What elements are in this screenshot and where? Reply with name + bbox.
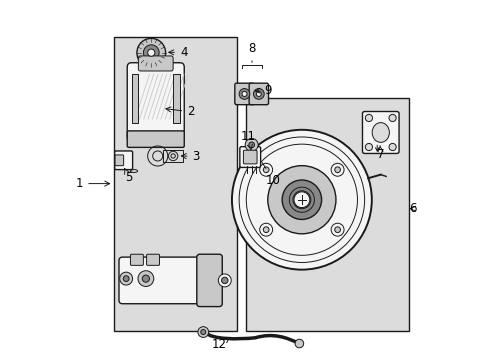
Circle shape [239,89,249,99]
Circle shape [334,227,340,233]
FancyBboxPatch shape [138,56,173,71]
FancyBboxPatch shape [196,254,222,307]
Bar [113,37,237,330]
Text: 10: 10 [262,163,280,186]
Bar [163,149,183,162]
Text: 6: 6 [408,202,416,215]
Text: 11: 11 [240,130,255,150]
Text: 2: 2 [165,105,194,118]
Circle shape [263,167,268,173]
Circle shape [123,276,129,282]
Circle shape [294,339,303,348]
Circle shape [143,45,159,60]
Circle shape [365,143,372,150]
FancyBboxPatch shape [146,254,159,265]
Circle shape [218,274,231,287]
Text: 12: 12 [211,337,229,351]
Circle shape [242,91,246,96]
Circle shape [147,49,155,56]
FancyBboxPatch shape [119,257,208,304]
Circle shape [365,114,372,122]
Circle shape [221,277,227,284]
Text: 1: 1 [76,177,109,190]
FancyBboxPatch shape [130,254,143,265]
Circle shape [267,166,335,234]
Circle shape [138,271,153,287]
Circle shape [330,163,344,176]
Circle shape [248,142,254,148]
Circle shape [388,143,395,150]
Circle shape [334,167,340,173]
FancyBboxPatch shape [249,83,268,105]
Circle shape [282,180,321,220]
Circle shape [256,91,261,96]
Circle shape [293,192,309,208]
Text: 8: 8 [248,42,255,63]
Circle shape [120,272,132,285]
FancyBboxPatch shape [239,147,260,167]
Circle shape [263,227,268,233]
Text: 7: 7 [376,146,384,161]
Ellipse shape [371,123,388,142]
Text: 9: 9 [255,84,271,97]
Circle shape [244,138,258,151]
Circle shape [259,163,272,176]
Bar [131,74,138,123]
FancyBboxPatch shape [234,83,254,105]
Circle shape [142,275,149,282]
Text: 5: 5 [124,168,132,184]
FancyBboxPatch shape [362,112,398,153]
FancyBboxPatch shape [115,155,123,166]
FancyBboxPatch shape [127,63,184,141]
Circle shape [201,329,205,334]
Circle shape [253,89,264,99]
Bar [246,98,408,330]
Circle shape [330,223,344,236]
FancyBboxPatch shape [243,150,257,164]
Bar [173,74,180,123]
FancyBboxPatch shape [115,151,132,170]
Circle shape [388,114,395,122]
Circle shape [198,327,208,337]
Circle shape [137,39,165,67]
Circle shape [259,223,272,236]
Text: 4: 4 [168,46,187,59]
Text: 3: 3 [181,150,200,163]
Circle shape [231,130,371,270]
FancyBboxPatch shape [127,131,184,147]
